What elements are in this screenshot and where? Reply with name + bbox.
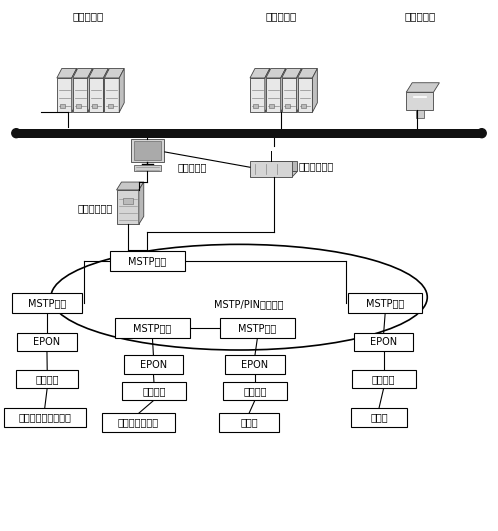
Text: 配电子站: 配电子站 — [142, 386, 166, 396]
FancyBboxPatch shape — [250, 161, 292, 177]
Text: 开关站: 开关站 — [240, 418, 258, 427]
Polygon shape — [139, 182, 144, 224]
Text: 配电子站: 配电子站 — [35, 374, 59, 384]
Text: EPON: EPON — [370, 337, 397, 347]
Text: MSTP设备: MSTP设备 — [239, 323, 276, 333]
FancyBboxPatch shape — [92, 104, 97, 108]
Text: 配电子站: 配电子站 — [243, 386, 267, 396]
FancyBboxPatch shape — [108, 104, 113, 108]
FancyBboxPatch shape — [269, 104, 274, 108]
FancyBboxPatch shape — [354, 332, 413, 351]
FancyBboxPatch shape — [225, 355, 285, 374]
Polygon shape — [119, 68, 124, 113]
Text: MSTP设备: MSTP设备 — [28, 298, 66, 308]
Text: MSTP设备: MSTP设备 — [366, 298, 404, 308]
Text: 以太网交换机: 以太网交换机 — [78, 203, 113, 213]
FancyBboxPatch shape — [301, 104, 306, 108]
Polygon shape — [57, 68, 77, 78]
Text: 共享打印机: 共享打印机 — [404, 12, 435, 21]
FancyBboxPatch shape — [4, 408, 86, 426]
FancyBboxPatch shape — [105, 78, 119, 113]
FancyBboxPatch shape — [57, 78, 72, 113]
FancyBboxPatch shape — [73, 78, 88, 113]
FancyBboxPatch shape — [266, 78, 281, 113]
FancyBboxPatch shape — [131, 139, 163, 162]
Text: 前置服务器: 前置服务器 — [177, 162, 207, 172]
FancyBboxPatch shape — [134, 141, 161, 160]
FancyBboxPatch shape — [351, 408, 407, 426]
Polygon shape — [104, 68, 109, 113]
FancyBboxPatch shape — [223, 382, 287, 400]
FancyBboxPatch shape — [297, 78, 312, 113]
FancyBboxPatch shape — [17, 332, 77, 351]
FancyBboxPatch shape — [253, 104, 258, 108]
FancyBboxPatch shape — [406, 92, 433, 110]
Text: MSTP设备: MSTP设备 — [128, 256, 167, 266]
Polygon shape — [296, 68, 301, 113]
Polygon shape — [265, 68, 270, 113]
Polygon shape — [72, 68, 77, 113]
Text: EPON: EPON — [33, 337, 61, 347]
Polygon shape — [89, 68, 109, 78]
FancyBboxPatch shape — [116, 318, 190, 338]
FancyBboxPatch shape — [124, 355, 183, 374]
Polygon shape — [105, 68, 124, 78]
FancyBboxPatch shape — [76, 104, 81, 108]
Polygon shape — [406, 83, 439, 92]
FancyBboxPatch shape — [117, 190, 139, 224]
Text: MSTP设备: MSTP设备 — [133, 323, 171, 333]
FancyBboxPatch shape — [102, 414, 175, 432]
Polygon shape — [250, 68, 270, 78]
FancyBboxPatch shape — [89, 78, 104, 113]
Text: 防火墙路由器: 防火墙路由器 — [298, 161, 334, 171]
FancyBboxPatch shape — [12, 293, 82, 313]
FancyBboxPatch shape — [219, 414, 279, 432]
Text: EPON: EPON — [242, 359, 268, 370]
FancyBboxPatch shape — [134, 165, 161, 172]
FancyBboxPatch shape — [16, 129, 482, 138]
FancyBboxPatch shape — [250, 78, 265, 113]
Text: 配电变压器检测终端: 配电变压器检测终端 — [18, 413, 71, 422]
FancyBboxPatch shape — [122, 382, 186, 400]
Polygon shape — [312, 68, 317, 113]
Polygon shape — [255, 161, 297, 172]
FancyBboxPatch shape — [285, 104, 290, 108]
Polygon shape — [297, 68, 317, 78]
Polygon shape — [266, 68, 286, 78]
Text: EPON: EPON — [140, 359, 167, 370]
FancyBboxPatch shape — [16, 370, 78, 388]
Polygon shape — [282, 68, 301, 78]
Polygon shape — [250, 172, 297, 177]
FancyBboxPatch shape — [111, 251, 185, 271]
Ellipse shape — [12, 129, 21, 138]
Ellipse shape — [477, 129, 486, 138]
FancyBboxPatch shape — [60, 104, 65, 108]
Polygon shape — [117, 182, 144, 190]
Text: 应用服务器: 应用服务器 — [265, 12, 297, 21]
FancyBboxPatch shape — [416, 110, 424, 117]
Polygon shape — [88, 68, 93, 113]
Text: 馈线自动化终端: 馈线自动化终端 — [118, 418, 159, 427]
Text: 配电子站: 配电子站 — [372, 374, 395, 384]
FancyBboxPatch shape — [220, 318, 294, 338]
Polygon shape — [281, 68, 286, 113]
Text: 环网柜: 环网柜 — [370, 413, 388, 422]
FancyBboxPatch shape — [352, 370, 416, 388]
Text: MSTP/PIN环网结构: MSTP/PIN环网结构 — [214, 299, 284, 310]
Polygon shape — [73, 68, 93, 78]
Text: 网络工作站: 网络工作站 — [72, 12, 104, 21]
FancyBboxPatch shape — [123, 198, 132, 204]
FancyBboxPatch shape — [282, 78, 296, 113]
FancyBboxPatch shape — [348, 293, 422, 313]
